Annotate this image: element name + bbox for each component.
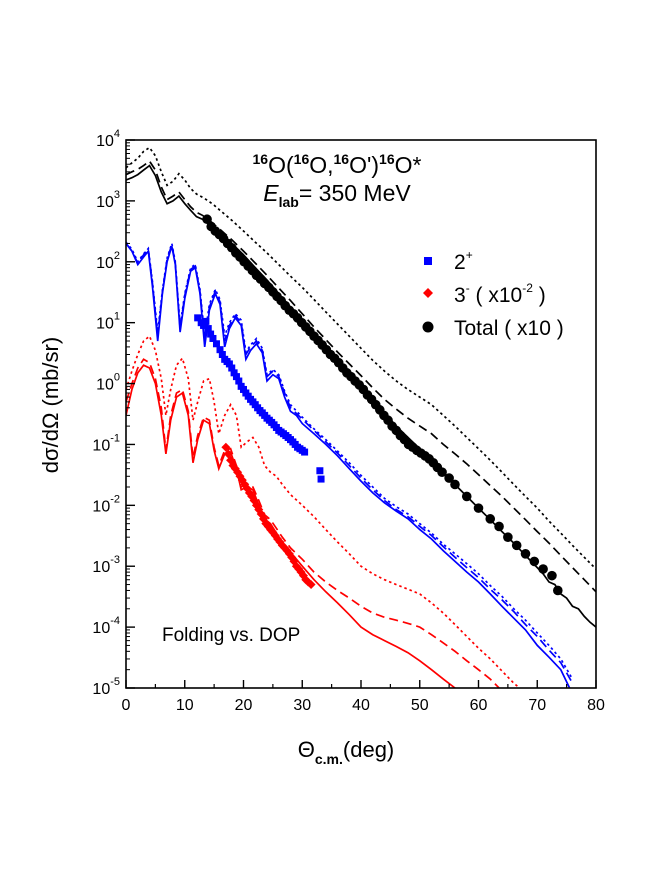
x-tick-label: 50 bbox=[411, 697, 429, 714]
x-tick-label: 20 bbox=[235, 697, 253, 714]
y-axis-label: dσ/dΩ (mb/sr) bbox=[38, 337, 63, 473]
data-point bbox=[204, 325, 212, 333]
x-tick-label: 80 bbox=[587, 697, 605, 714]
x-axis: 0 10 20 30 40 50 60 70 80 bbox=[122, 680, 605, 714]
y-axis: 104 103 102 101 100 10-1 10-2 10-3 10-4 10-5 bbox=[92, 128, 135, 698]
data-point bbox=[194, 314, 202, 322]
data-point bbox=[317, 475, 325, 483]
title-text: O( bbox=[268, 152, 294, 178]
plot-frame bbox=[125, 139, 597, 689]
data-point bbox=[301, 448, 309, 456]
data-point bbox=[240, 479, 250, 489]
curve-3minus-dotted bbox=[126, 334, 521, 688]
data-point bbox=[212, 340, 220, 348]
data-point bbox=[547, 570, 557, 581]
legend-marker-2plus bbox=[424, 257, 432, 265]
curve-2plus-solid bbox=[126, 242, 571, 688]
data-point bbox=[230, 369, 238, 377]
data-point bbox=[511, 540, 522, 551]
title-text: O, bbox=[309, 152, 333, 178]
data-point bbox=[450, 479, 460, 490]
curve-total-dotted bbox=[126, 146, 596, 570]
data-point bbox=[235, 377, 243, 385]
title-energy-sub: lab bbox=[279, 194, 299, 210]
curve-3minus-dashed bbox=[126, 358, 500, 688]
curve-total-dashed bbox=[126, 159, 596, 593]
data-point bbox=[202, 214, 212, 225]
y-tick-label: 10-3 bbox=[92, 554, 120, 576]
data-point bbox=[503, 532, 513, 542]
y-tick-label: 10-2 bbox=[92, 493, 120, 515]
y-tick-label: 10-1 bbox=[92, 432, 120, 454]
x-tick-label: 10 bbox=[176, 697, 194, 714]
y-tick-label: 10-4 bbox=[92, 615, 120, 637]
y-tick-label: 102 bbox=[96, 250, 120, 272]
data-point bbox=[494, 521, 504, 532]
title-energy-symbol: E bbox=[263, 180, 279, 206]
model-curves bbox=[126, 146, 596, 688]
data-point bbox=[202, 317, 210, 325]
title-energy-value: = 350 MeV bbox=[299, 180, 412, 206]
x-tick-label: 70 bbox=[528, 697, 546, 714]
title-mass-number: 16 bbox=[253, 151, 269, 167]
data-point bbox=[437, 467, 447, 478]
legend: 2+ 3- ( x10-2 ) Total ( x10 ) bbox=[422, 248, 564, 340]
data-point bbox=[209, 334, 217, 342]
data-point bbox=[444, 473, 454, 483]
y-tick-label: 10-5 bbox=[92, 676, 120, 698]
data-point bbox=[240, 385, 247, 393]
x-tick-label: 40 bbox=[352, 697, 370, 714]
data-point bbox=[200, 321, 208, 329]
x-tick-label: 0 bbox=[122, 697, 131, 714]
data-point bbox=[207, 330, 215, 338]
legend-label-total: Total ( x10 ) bbox=[454, 317, 564, 340]
legend-label-2plus: 2+ bbox=[454, 248, 473, 274]
y-tick-label: 103 bbox=[96, 189, 120, 211]
data-point bbox=[520, 548, 531, 559]
chart-title-line1: 16O(16O,16O')16O* bbox=[253, 151, 422, 178]
data-point bbox=[461, 491, 472, 502]
data-point bbox=[529, 556, 540, 567]
annotation-text: Folding vs. DOP bbox=[162, 625, 300, 646]
title-text: O') bbox=[349, 152, 379, 178]
x-tick-label: 60 bbox=[470, 697, 488, 714]
data-point bbox=[225, 360, 233, 368]
legend-marker-total bbox=[422, 321, 434, 333]
curve-2plus-dotted bbox=[126, 241, 574, 680]
legend-label-3minus: 3- ( x10-2 ) bbox=[454, 281, 546, 307]
data-point bbox=[216, 346, 224, 354]
y-tick-label: 101 bbox=[96, 311, 120, 333]
x-axis-label: Θc.m.(deg) bbox=[298, 737, 395, 767]
data-points bbox=[194, 214, 563, 596]
data-point bbox=[249, 496, 259, 506]
chart-title-line2: Elab= 350 MeV bbox=[263, 180, 411, 210]
data-point bbox=[306, 580, 316, 590]
y-tick-label: 100 bbox=[96, 372, 120, 394]
title-text: O* bbox=[395, 152, 422, 178]
data-point bbox=[316, 467, 324, 475]
data-point bbox=[228, 364, 236, 372]
data-point bbox=[538, 564, 548, 574]
title-mass-number: 16 bbox=[294, 151, 310, 167]
data-point bbox=[232, 373, 240, 381]
legend-marker-3minus bbox=[423, 288, 433, 298]
y-tick-label: 104 bbox=[96, 128, 120, 150]
data-point bbox=[553, 585, 563, 596]
data-point bbox=[218, 351, 226, 359]
x-tick-label: 30 bbox=[293, 697, 311, 714]
title-mass-number: 16 bbox=[334, 151, 350, 167]
data-point bbox=[473, 503, 484, 513]
data-point bbox=[485, 514, 496, 524]
title-mass-number: 16 bbox=[379, 151, 395, 167]
